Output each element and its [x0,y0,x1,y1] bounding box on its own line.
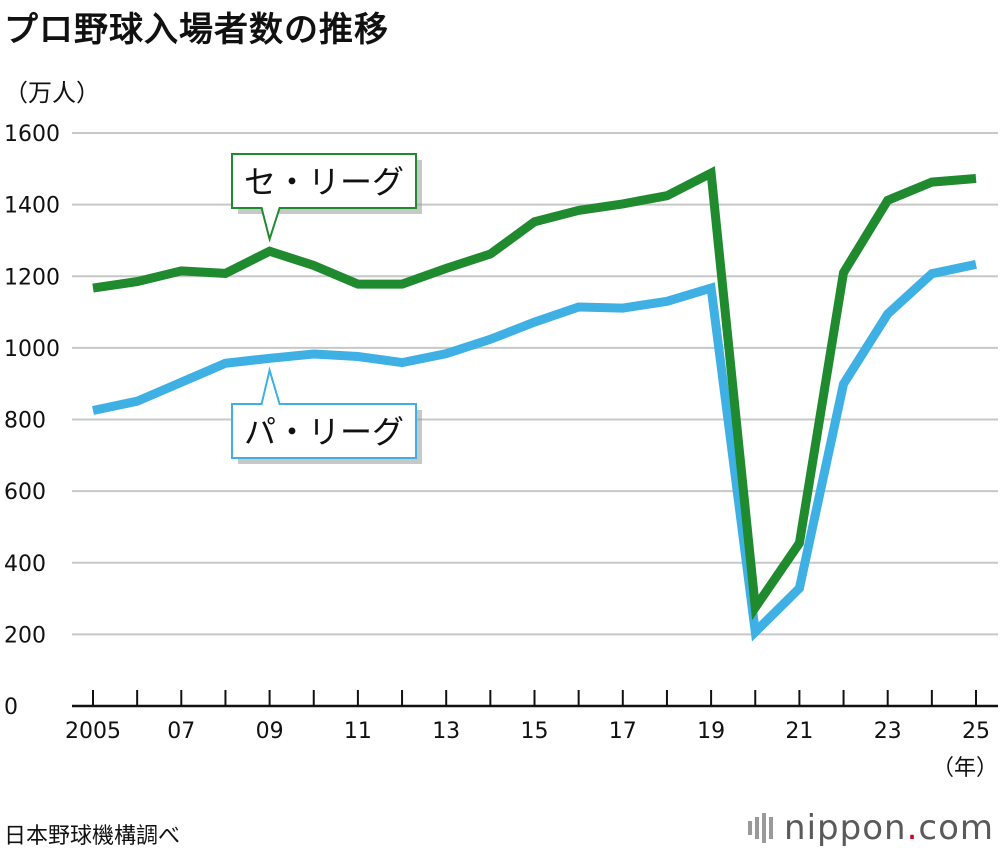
data-point [401,283,403,285]
x-tick-label: 11 [344,719,372,744]
data-point [754,631,756,633]
data-point [534,221,536,223]
x-tick-label: 13 [432,719,460,744]
data-point [975,177,977,179]
x-axis [72,690,998,708]
x-tick-label: 21 [785,719,813,744]
data-point [445,353,447,355]
series-line-1 [92,259,977,642]
data-point [224,362,226,364]
nippon-com-logo: nippon. com [748,808,994,848]
data-point [92,410,94,412]
y-tick-label: 0 [4,695,18,720]
x-tick-label: 23 [874,719,902,744]
x-axis-unit-label: （年） [932,756,998,781]
data-point [754,607,756,609]
data-point [357,283,359,285]
y-axis-unit-label: （万人） [4,79,100,107]
data-point [710,172,712,174]
y-tick-label: 1000 [4,337,60,362]
data-point [534,321,536,323]
logo-name: nippon [784,808,907,848]
line-chart: 0 200 400 600 800 1000 1200 1400 1600 2005 07 09 11… [4,122,998,781]
callout-box [231,366,417,459]
x-tick-label: 17 [609,719,637,744]
logo-bars-icon [748,811,776,845]
data-point [975,263,977,265]
data-point [445,267,447,269]
x-tick-label: 07 [167,719,195,744]
data-point [401,362,403,364]
data-point [798,542,800,544]
data-point [798,587,800,589]
y-tick-label: 600 [4,480,46,505]
data-point [92,287,94,289]
logo-dot: . [906,808,919,848]
data-point [136,281,138,283]
x-tick-label: 09 [256,719,284,744]
data-point [622,203,624,205]
data-point [931,273,933,275]
x-tick-label: 2005 [65,719,121,744]
series-label: セ・リーグ [244,163,404,201]
data-point [622,307,624,309]
data-point [887,199,889,201]
y-tick-label: 1200 [4,265,60,290]
x-tick-labels: 2005 07 09 11 13 15 17 19 21 23 25 [65,719,990,744]
data-point [180,381,182,383]
data-point [887,313,889,315]
callout-0: セ・リーグ [231,153,422,243]
data-point [269,250,271,252]
callout-1: パ・リーグ [231,366,422,464]
gridlines [72,132,998,636]
source-note: 日本野球機構調べ [4,824,181,849]
data-point [313,265,315,267]
data-point [843,272,845,274]
data-point [269,357,271,359]
series-lines [92,166,977,642]
y-tick-label: 1400 [4,194,60,219]
logo-suffix: com [918,808,994,848]
y-tick-label: 1600 [4,122,60,147]
x-tick-label: 25 [962,719,990,744]
x-tick-label: 15 [521,719,549,744]
y-tick-label: 400 [4,552,46,577]
data-point [224,272,226,274]
x-tick-label: 19 [697,719,725,744]
y-tick-label: 200 [4,623,46,648]
data-point [666,195,668,197]
chart-title: プロ野球入場者数の推移 [4,10,389,50]
data-point [710,287,712,289]
data-point [180,270,182,272]
data-point [843,383,845,385]
data-point [578,306,580,308]
callout-box [231,153,417,243]
data-point [578,209,580,211]
data-point [931,181,933,183]
series-label: パ・リーグ [244,413,404,451]
data-point [357,355,359,357]
data-point [489,253,491,255]
series-line-0 [92,166,977,621]
data-point [666,300,668,302]
data-point [136,400,138,402]
data-point [489,338,491,340]
y-tick-label: 800 [4,409,46,434]
y-tick-labels: 0 200 400 600 800 1000 1200 1400 1600 [4,122,60,720]
data-point [313,353,315,355]
